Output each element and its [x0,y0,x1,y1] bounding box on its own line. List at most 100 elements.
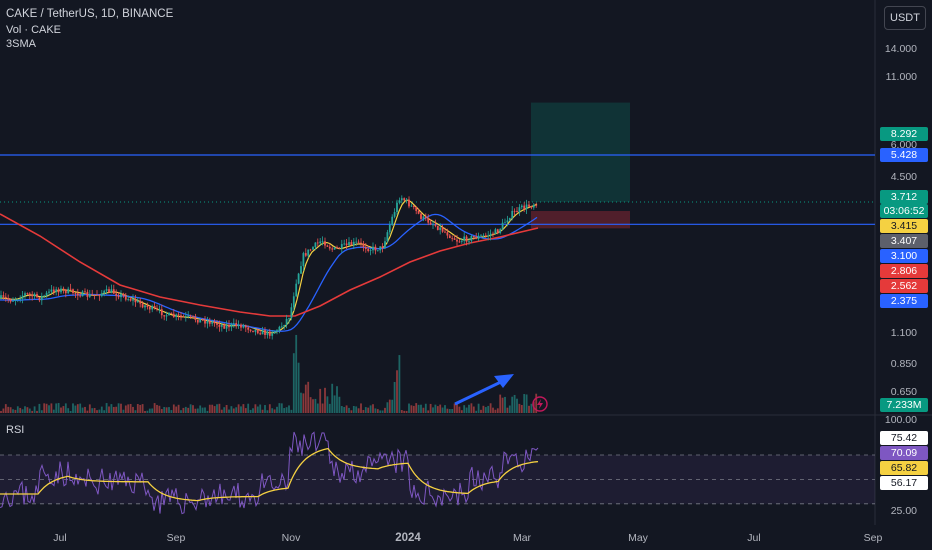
rsi-line [0,431,539,515]
candle-body [129,299,132,301]
volume-bar [225,404,228,413]
volume-bar [285,407,288,413]
volume-bar [62,406,65,413]
candle-body [14,299,17,301]
candle-body [295,283,298,297]
candle-body [2,295,5,297]
candle-body [393,212,396,217]
time-tick-label: Jul [53,532,66,544]
time-tick-label: May [628,532,649,544]
candle-body [530,206,533,208]
horizontal-lines[interactable] [0,154,875,225]
volume-bar [487,405,490,413]
volume-bar [477,403,480,413]
candle-body [352,241,355,246]
volume-bar [391,399,394,413]
loss-zone [531,211,630,229]
candle-body [28,293,31,295]
candle-body [72,289,74,294]
symbol-label: CAKE / TetherUS, 1D, BINANCE [6,8,174,20]
position-box[interactable] [0,102,875,229]
volume-bar [84,406,86,413]
volume-bar [343,407,346,413]
candle-body [458,241,461,243]
volume-bar [381,410,384,413]
volume-bar [21,409,24,413]
time-tick-label: 2024 [395,532,421,544]
volume-bar [163,407,166,413]
volume-bar [172,404,175,413]
volume-bar [309,397,312,413]
currency-button[interactable]: USDT [884,6,926,30]
candle-body [441,227,444,232]
volume-bar [496,408,499,413]
candle-body [100,293,103,297]
price-badge: 5.428 [880,148,928,162]
volume-bar [504,396,506,413]
volume-bar [52,409,55,413]
volume-bar [444,405,446,413]
volume-bar [72,403,74,413]
chart-grid [0,0,932,525]
sma-legend[interactable]: 3SMA [6,38,36,50]
candle-body [408,199,410,207]
ma-fast-line [0,199,538,334]
volume-bar [43,403,46,413]
candle-body [88,294,91,297]
volume-bar [288,405,290,413]
volume-bar [499,394,502,413]
volume-bar [180,410,182,413]
candle-body [256,329,259,334]
volume-bar [278,403,281,413]
candle-body [98,295,101,297]
candle-body [290,307,293,319]
symbol-title[interactable]: CAKE / TetherUS, 1D, BINANCE [6,8,173,20]
candle-body [403,198,406,201]
candle-body [271,333,274,336]
candle-body [184,315,187,317]
volume-bar [81,407,84,413]
candle-body [283,324,286,327]
candle-body [499,229,502,234]
candle-body [532,204,535,208]
rsi-legend[interactable]: RSI [6,424,25,436]
volume-bar [422,407,425,413]
volume-bar [364,407,367,413]
candle-body [422,216,425,219]
volume-bar [458,406,461,413]
candle-body [244,325,247,328]
annotations[interactable] [454,374,548,412]
volume-bar [220,409,223,413]
candle-body [96,294,98,296]
candle-body [400,198,403,201]
candle-body [12,300,14,302]
volume-bar [91,408,94,413]
candle-body [357,241,360,243]
volume-bar [448,409,451,413]
candle-body [93,294,96,296]
candle-body [189,315,192,317]
candle-body [268,331,271,336]
volume-legend[interactable]: Vol · CAKE [6,24,62,36]
candle-body [511,210,514,218]
candle-body [254,329,257,332]
volume-bar [79,403,82,413]
candle-body [110,289,113,293]
candle-body [326,245,329,247]
volume-bar [67,408,70,413]
candle-body [60,288,62,293]
volume-bar [360,403,362,413]
candle-body [288,318,290,319]
volume-bar [88,404,91,413]
volume-bar [348,407,350,413]
candle-body [350,242,353,246]
ma-slow-line [0,213,539,317]
candle-body [108,289,110,293]
candle-body [192,315,194,317]
candle-body [314,242,317,248]
candle-body [74,293,77,294]
volume-bar [31,410,34,413]
volume-bar [475,410,478,413]
volume-bar [501,397,504,413]
